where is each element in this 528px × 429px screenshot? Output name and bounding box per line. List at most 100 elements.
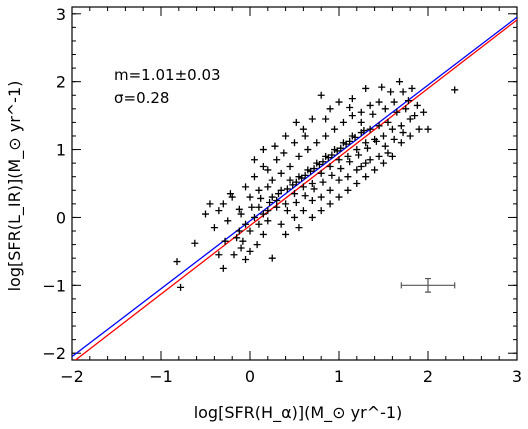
data-point xyxy=(369,110,377,118)
data-point xyxy=(246,227,254,235)
data-point xyxy=(282,200,290,208)
x-tick-label: −2 xyxy=(60,367,84,386)
data-point xyxy=(348,95,356,103)
data-point xyxy=(402,105,410,113)
data-point xyxy=(202,210,209,218)
data-point xyxy=(301,192,309,200)
data-point xyxy=(335,176,343,184)
data-point xyxy=(264,166,272,174)
data-point xyxy=(283,207,291,215)
data-point xyxy=(333,147,341,155)
data-point xyxy=(399,88,407,96)
data-point xyxy=(310,185,318,193)
x-tick-label: 3 xyxy=(512,367,522,386)
data-point xyxy=(250,213,258,221)
fit-lines-group xyxy=(72,16,517,360)
data-point xyxy=(388,125,396,133)
y-tick-label: 1 xyxy=(56,141,66,160)
data-point xyxy=(331,125,339,133)
data-point xyxy=(319,178,327,186)
data-point xyxy=(344,152,352,160)
data-point xyxy=(264,183,272,191)
data-point xyxy=(259,146,267,154)
data-point xyxy=(362,139,370,147)
data-point xyxy=(235,227,243,235)
data-point xyxy=(348,112,356,120)
data-point xyxy=(346,158,354,166)
data-point xyxy=(353,146,361,154)
data-point xyxy=(390,135,398,143)
data-point xyxy=(299,183,307,191)
data-point xyxy=(282,132,290,140)
x-tick-label: −1 xyxy=(149,367,173,386)
data-point xyxy=(328,151,336,159)
data-point xyxy=(353,180,361,187)
data-point xyxy=(308,115,316,123)
data-point xyxy=(328,171,336,179)
data-point xyxy=(286,163,294,171)
plot-frame xyxy=(71,6,518,361)
data-point xyxy=(355,151,363,159)
data-point xyxy=(233,234,241,242)
data-points-group xyxy=(173,78,459,291)
data-point xyxy=(250,156,258,164)
data-point xyxy=(259,230,267,238)
data-point xyxy=(257,194,265,202)
y-axis-label: log[SFR(L_IR)](M_⊙ yr^-1) xyxy=(5,81,25,292)
data-point xyxy=(299,207,307,215)
data-point xyxy=(380,159,387,167)
data-point xyxy=(255,203,263,211)
data-point xyxy=(308,213,316,221)
data-point xyxy=(273,156,281,164)
data-point xyxy=(246,193,254,201)
data-point xyxy=(242,183,250,191)
data-point xyxy=(301,171,309,179)
data-point xyxy=(375,122,383,130)
data-point xyxy=(310,165,318,173)
data-point xyxy=(264,207,272,215)
data-point xyxy=(268,176,276,184)
data-point xyxy=(268,193,276,201)
data-point xyxy=(191,239,199,247)
data-point xyxy=(424,125,432,133)
data-point xyxy=(344,186,352,194)
data-point xyxy=(372,137,380,145)
data-point xyxy=(317,169,325,177)
data-point xyxy=(342,140,350,148)
data-point xyxy=(282,230,290,238)
data-point xyxy=(264,217,272,225)
data-point xyxy=(237,210,245,218)
data-point xyxy=(215,251,223,259)
data-point xyxy=(177,283,185,291)
data-point xyxy=(415,125,423,133)
data-point xyxy=(396,78,404,86)
data-point xyxy=(408,84,416,92)
data-point xyxy=(221,237,229,245)
data-point xyxy=(384,149,392,157)
data-point xyxy=(266,199,274,207)
data-point xyxy=(286,176,294,184)
data-point xyxy=(335,98,343,106)
data-point xyxy=(292,178,300,186)
data-point xyxy=(280,149,288,157)
y-tick-label: 0 xyxy=(56,208,66,227)
data-point xyxy=(259,163,267,171)
data-point xyxy=(298,174,306,182)
data-point xyxy=(283,185,291,193)
y-tick-label: 3 xyxy=(56,5,66,24)
data-point xyxy=(375,152,383,160)
data-point xyxy=(363,144,371,152)
data-point xyxy=(346,103,354,111)
data-point xyxy=(390,98,398,106)
data-point xyxy=(366,156,374,164)
data-point xyxy=(387,88,395,96)
data-point xyxy=(228,193,236,201)
data-point xyxy=(353,166,361,174)
error-bar-group xyxy=(400,277,456,293)
data-point xyxy=(255,220,263,228)
fit-line xyxy=(72,16,517,358)
data-point xyxy=(397,139,405,147)
data-point xyxy=(239,237,247,245)
data-point xyxy=(326,186,334,194)
